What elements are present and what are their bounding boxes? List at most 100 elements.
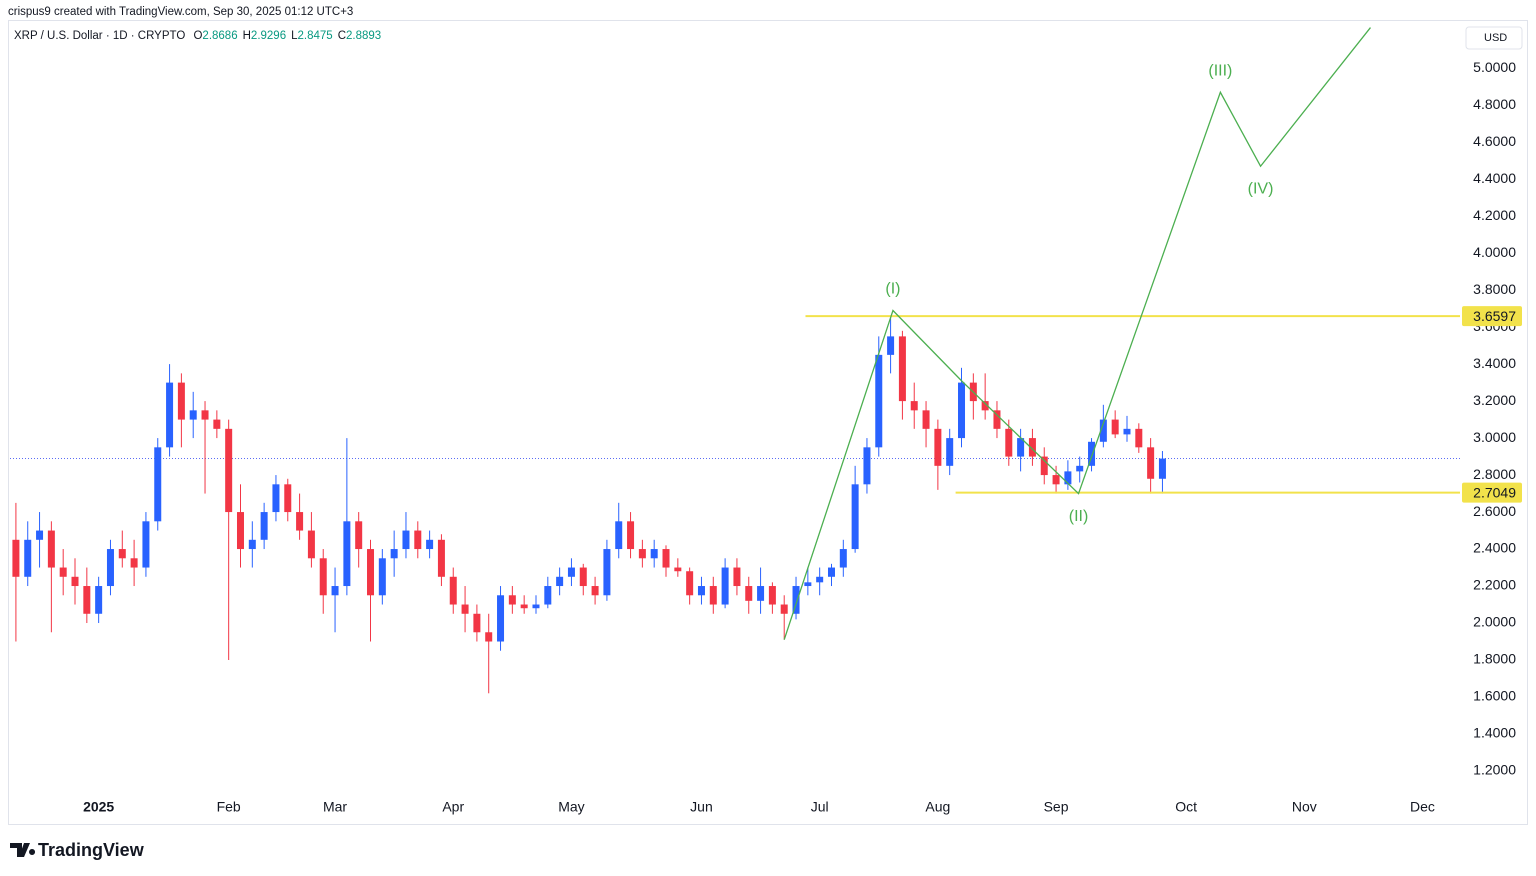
candle-body [1028, 438, 1036, 457]
candle-body [1123, 428, 1131, 435]
candle-body [556, 576, 564, 587]
candle-body [697, 586, 705, 596]
y-tick-label: 4.2000 [1473, 207, 1516, 223]
candle-body [898, 336, 906, 402]
candle-body [615, 521, 623, 550]
candle-body [780, 604, 788, 614]
candle-body [71, 576, 79, 587]
candle-body [627, 521, 635, 550]
y-tick-label: 2.6000 [1473, 503, 1516, 519]
currency: USD [1484, 32, 1507, 44]
y-tick-label: 3.4000 [1473, 355, 1516, 371]
candle-body [638, 549, 646, 559]
candle-body [1088, 441, 1096, 466]
candle-body [851, 484, 859, 550]
currency-box [1465, 26, 1523, 50]
candle-body [331, 586, 339, 596]
x-tick-label: Sep [1044, 799, 1069, 815]
ohlc-value: 2.9296 [250, 30, 287, 42]
wave-label: (I) [885, 281, 900, 298]
candle-body [390, 549, 398, 559]
candle-body [887, 336, 895, 355]
candle-body [709, 586, 717, 605]
candle-body [922, 410, 930, 429]
ohlc-values: O2.8686 H2.9296 L2.8475 C2.8893 [188, 30, 381, 42]
logo-icon [10, 843, 36, 857]
candle-body [497, 595, 505, 642]
candle-body [958, 382, 966, 439]
candle-body [343, 521, 351, 587]
candle-body [461, 604, 469, 614]
candle-body [544, 586, 552, 605]
candle-body [118, 549, 126, 559]
candle-body [910, 401, 918, 411]
x-tick-label: Jul [811, 799, 829, 815]
candle-body [248, 539, 256, 550]
x-tick-label: Feb [217, 799, 241, 815]
y-tick-label: 1.8000 [1473, 651, 1516, 667]
candle-body [721, 567, 729, 605]
ohlc-label: H [242, 30, 251, 42]
x-tick-label: Mar [323, 799, 347, 815]
candle-body [142, 521, 150, 568]
y-tick-label: 2.4000 [1473, 540, 1516, 556]
x-tick-label: Aug [925, 799, 950, 815]
candle-body [414, 530, 422, 550]
candle-body [189, 410, 197, 420]
y-tick-label: 3.8000 [1473, 281, 1516, 297]
candle-body [236, 512, 244, 550]
x-tick-label: May [558, 799, 584, 815]
candle-body [603, 549, 611, 596]
wave-line [783, 27, 1371, 640]
candle-body [307, 530, 315, 559]
level-label: 2.7049 [1473, 484, 1516, 500]
y-tick-label: 4.8000 [1473, 96, 1516, 112]
candle-body [130, 558, 138, 568]
candle-body [674, 567, 682, 572]
x-tick-label: Jun [690, 799, 713, 815]
y-tick-label: 1.2000 [1473, 762, 1516, 778]
x-tick-label: Apr [442, 799, 464, 815]
candle-body [201, 410, 209, 420]
candle-body [816, 576, 824, 583]
y-tick-label: 5.0000 [1473, 59, 1516, 75]
candle-body [473, 613, 481, 633]
candle-body [367, 549, 375, 596]
candle-body [863, 447, 871, 485]
candle-body [24, 539, 32, 577]
candle-body [485, 632, 493, 642]
y-tick-label: 3.2000 [1473, 392, 1516, 408]
level-label: 3.6597 [1473, 308, 1516, 324]
candle-body [1017, 438, 1025, 457]
candle-body [272, 484, 280, 513]
logo-text: TradingView [38, 840, 145, 860]
ohlc-value: 2.8893 [346, 30, 382, 42]
wave-label: (II) [1069, 508, 1089, 525]
y-tick-label: 2.8000 [1473, 466, 1516, 482]
candle-body [59, 567, 67, 577]
y-tick-label: 3.0000 [1473, 429, 1516, 445]
candle-body [213, 419, 221, 429]
y-tick-label: 1.4000 [1473, 725, 1516, 741]
candle-body [591, 586, 599, 596]
candle-body [662, 549, 670, 568]
y-tick-label: 4.6000 [1473, 133, 1516, 149]
candle-body [804, 582, 812, 587]
symbol-header: XRP / U.S. Dollar · 1D · CRYPTO O2.8686 H… [14, 30, 381, 42]
symbol-title: XRP / U.S. Dollar · 1D · CRYPTO [14, 30, 186, 42]
candle-body [532, 604, 540, 609]
candle-body [166, 382, 174, 448]
candle-body [426, 539, 434, 550]
x-tick-label: Nov [1292, 799, 1317, 815]
candle-body [757, 586, 765, 601]
candle-body [1064, 471, 1072, 485]
y-tick-label: 4.0000 [1473, 244, 1516, 260]
candle-body [508, 595, 516, 605]
candle-body [1158, 458, 1166, 479]
candle-body [225, 428, 233, 513]
y-tick-label: 1.6000 [1473, 688, 1516, 704]
candle-body [768, 586, 776, 605]
credit: crispus9 created with TradingView.com, S… [8, 6, 354, 18]
x-tick-label: Dec [1410, 799, 1435, 815]
